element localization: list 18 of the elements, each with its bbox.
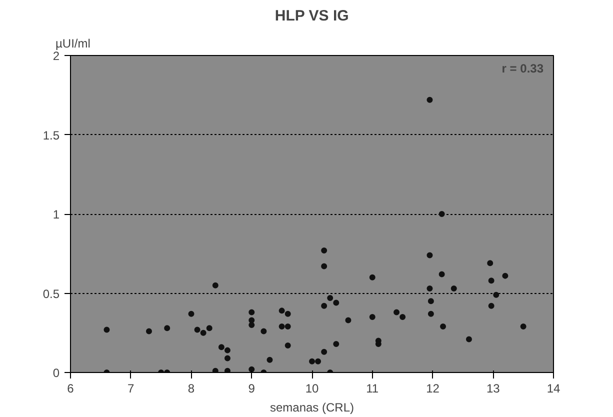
y-tick-label: 2 (52, 49, 60, 63)
y-axis-title: µUI/ml (56, 36, 90, 50)
y-tick-label: 1 (52, 208, 60, 222)
y-tick-label: 0.5 (42, 286, 60, 301)
x-tick-label: 11 (366, 382, 379, 396)
annotation: r = 0.33 (502, 62, 544, 76)
x-tick-label: 6 (67, 382, 74, 396)
y-tick-label: 1.5 (42, 128, 60, 142)
chart-title: HLP VS IG (274, 8, 349, 24)
x-tick-label: 8 (188, 382, 195, 396)
y-tick-label: 0 (52, 366, 60, 380)
x-axis-title: semanas (CRL) (270, 400, 354, 414)
x-tick-label: 12 (426, 382, 440, 396)
x-tick-label: 7 (128, 382, 135, 396)
x-tick-label: 10 (305, 382, 319, 396)
x-tick-label: 13 (486, 382, 500, 396)
x-tick-label: 9 (248, 382, 256, 396)
x-tick-label: 14 (546, 382, 560, 396)
